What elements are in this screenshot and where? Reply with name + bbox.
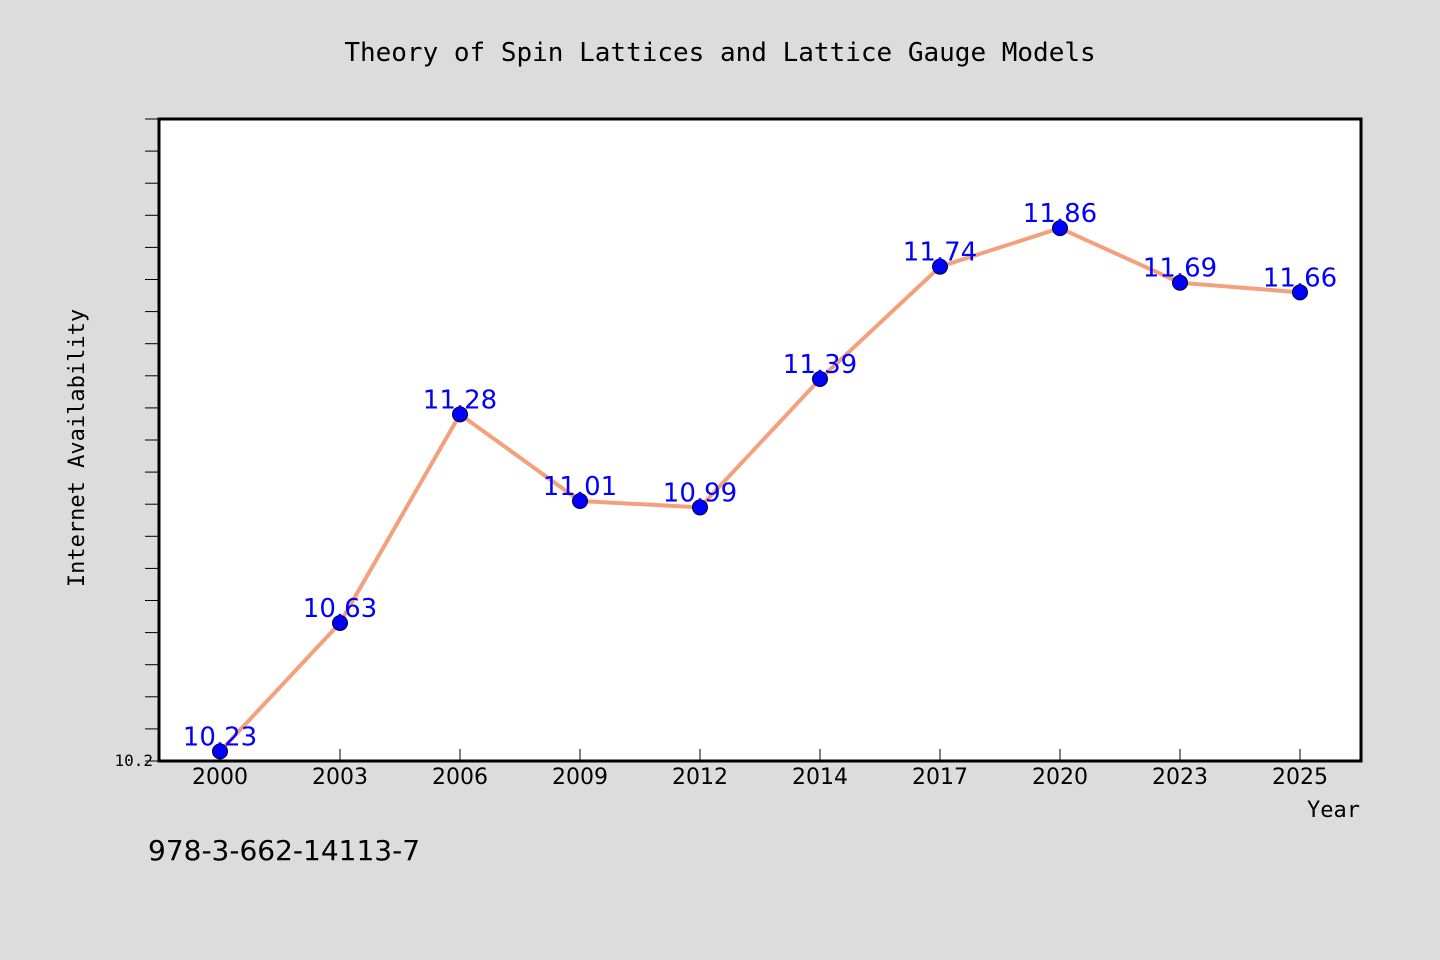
series-line [218,226,1302,754]
x-tick-label: 2017 [912,765,968,790]
x-tick-label: 2020 [1032,765,1088,790]
chart-title: Theory of Spin Lattices and Lattice Gaug… [344,38,1095,68]
data-label: 11.66 [1263,263,1337,293]
x-tick-label: 2000 [192,765,248,790]
x-tick-label: 2003 [312,765,368,790]
x-axis-tick-labels: 2000 2003 2006 2009 2012 2014 2017 2020 2023 2025 [192,765,1328,790]
data-point [452,406,468,423]
x-tick-label: 2025 [1272,765,1328,790]
x-tick-label: 2012 [672,765,728,790]
data-label: 10.99 [663,478,737,508]
x-tick-label: 2006 [432,765,488,790]
data-point [332,614,348,631]
data-label: 11.39 [783,350,857,380]
isbn-text: 978-3-662-14113-7 [148,834,421,867]
y-axis-tick-labels: 10.2 [114,751,153,770]
data-point [1172,274,1188,291]
data-label: 11.69 [1143,254,1217,284]
x-axis-label: Year [1307,798,1360,823]
data-point [812,371,828,388]
x-tick-label: 2023 [1152,765,1208,790]
y-axis-label: Internet Availability [65,309,90,587]
data-point [212,743,228,760]
data-label: 10.23 [183,722,257,752]
data-label: 10.63 [303,594,377,624]
y-axis-ticks [145,118,159,762]
data-point [1052,220,1068,237]
data-point [1292,284,1308,301]
data-label: 11.28 [423,385,497,415]
x-tick-label: 2009 [552,765,608,790]
plot-area [157,117,1363,763]
data-point [692,499,708,516]
data-point [932,258,948,275]
y-tick-label: 10.2 [114,751,153,770]
data-label: 11.86 [1023,199,1097,229]
data-label: 11.74 [903,238,977,268]
data-label: 11.01 [543,472,617,502]
series-markers [212,220,1308,760]
data-point [572,492,588,509]
data-labels: 10.23 10.63 11.28 11.01 10.99 11.39 11.74 11.86… [183,199,1337,752]
x-tick-label: 2014 [792,765,848,790]
